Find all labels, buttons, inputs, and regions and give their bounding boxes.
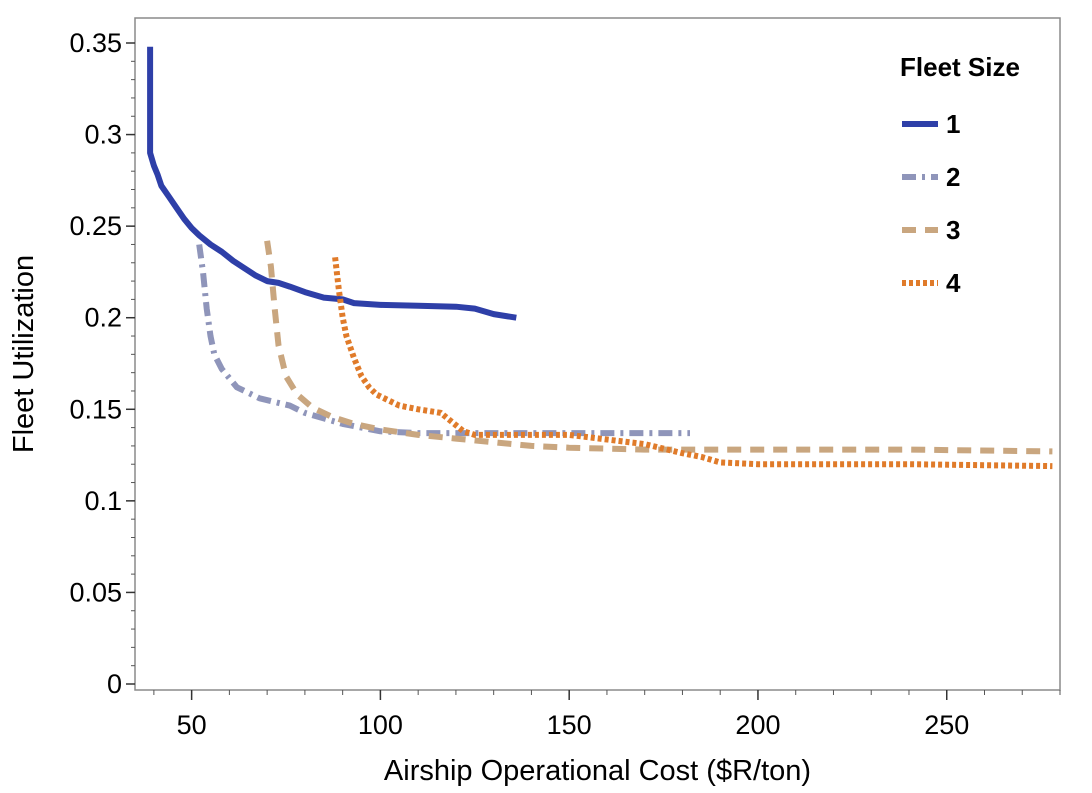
y-axis-title: Fleet Utilization xyxy=(8,255,40,453)
legend: Fleet Size 1 2 3 4 xyxy=(900,52,1020,298)
x-tick-label: 50 xyxy=(177,710,207,740)
series-line-3 xyxy=(264,240,1053,455)
x-tick-label: 250 xyxy=(924,710,969,740)
legend-label-1: 1 xyxy=(946,109,960,139)
plot-frame xyxy=(134,17,1061,691)
y-tick-label: 0.35 xyxy=(69,28,122,58)
legend-label-2: 2 xyxy=(946,162,960,192)
y-tick-label: 0.1 xyxy=(84,486,122,516)
x-axis-title: Airship Operational Cost ($R/ton) xyxy=(384,755,811,787)
legend-label-3: 3 xyxy=(946,215,960,245)
plot-series xyxy=(147,46,1053,470)
axes: 0 0.05 0.1 0.15 0.2 0.25 0.3 0.35 50 100 150 200 250 xyxy=(69,17,1061,740)
y-tick-label: 0.05 xyxy=(69,577,122,607)
series-line-2 xyxy=(196,244,690,437)
series-line-1 xyxy=(147,46,517,321)
x-tick-label: 100 xyxy=(358,710,403,740)
y-tick-label: 0.15 xyxy=(69,394,122,424)
y-tick-label: 0.3 xyxy=(84,120,122,150)
x-tick-label: 200 xyxy=(735,710,780,740)
y-tick-label: 0 xyxy=(107,669,122,699)
legend-title: Fleet Size xyxy=(900,52,1020,82)
y-tick-label: 0.2 xyxy=(84,303,122,333)
y-tick-label: 0.25 xyxy=(69,211,122,241)
axis-labels: Airship Operational Cost ($R/ton) Fleet … xyxy=(8,255,811,787)
legend-label-4: 4 xyxy=(946,268,961,298)
series-line-4 xyxy=(332,256,1053,470)
x-tick-label: 150 xyxy=(547,710,592,740)
